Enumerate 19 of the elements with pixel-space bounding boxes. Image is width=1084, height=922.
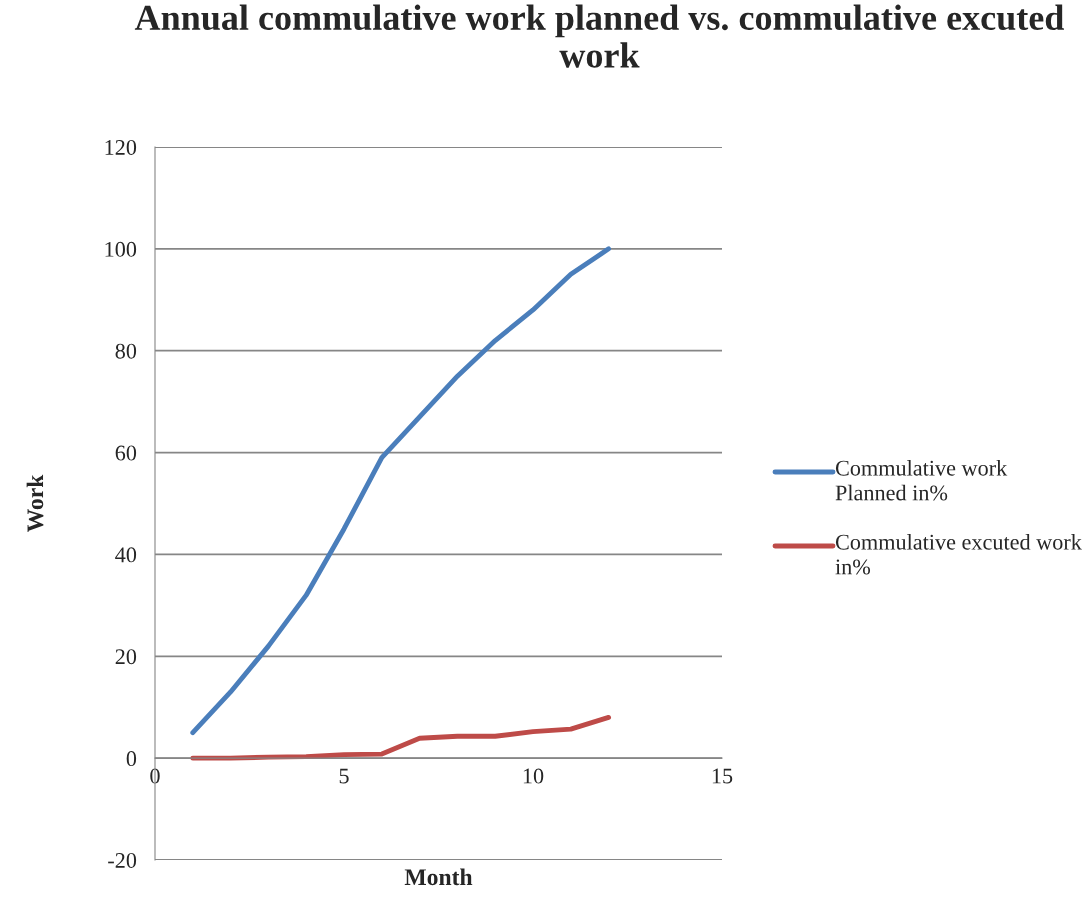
x-tick-label: 5 [339, 768, 349, 784]
x-axis-title: Month [404, 868, 473, 886]
y-tick-label: 80 [115, 343, 137, 359]
y-tick-label: 0 [126, 751, 137, 767]
legend-label: Commulative work Planned in% [835, 460, 1008, 501]
y-axis-title: Work [26, 474, 44, 533]
line-series [190, 714, 612, 761]
y-tick-label: 20 [115, 649, 137, 665]
x-tick-label: 0 [150, 768, 160, 784]
x-tick-label: 15 [712, 768, 733, 784]
line-series [190, 246, 612, 736]
y-tick-label: -20 [108, 852, 137, 868]
x-tick-label: 10 [523, 768, 544, 784]
y-tick-label: 40 [115, 547, 137, 563]
y-tick-label: 120 [105, 139, 137, 155]
y-tick-label: 60 [115, 445, 137, 461]
chart-title: Annual commulative work planned vs. commulative excuted work [134, 4, 1064, 68]
legend-label: Commulative excuted work in% [835, 534, 1082, 575]
y-tick-label: 100 [105, 241, 137, 257]
